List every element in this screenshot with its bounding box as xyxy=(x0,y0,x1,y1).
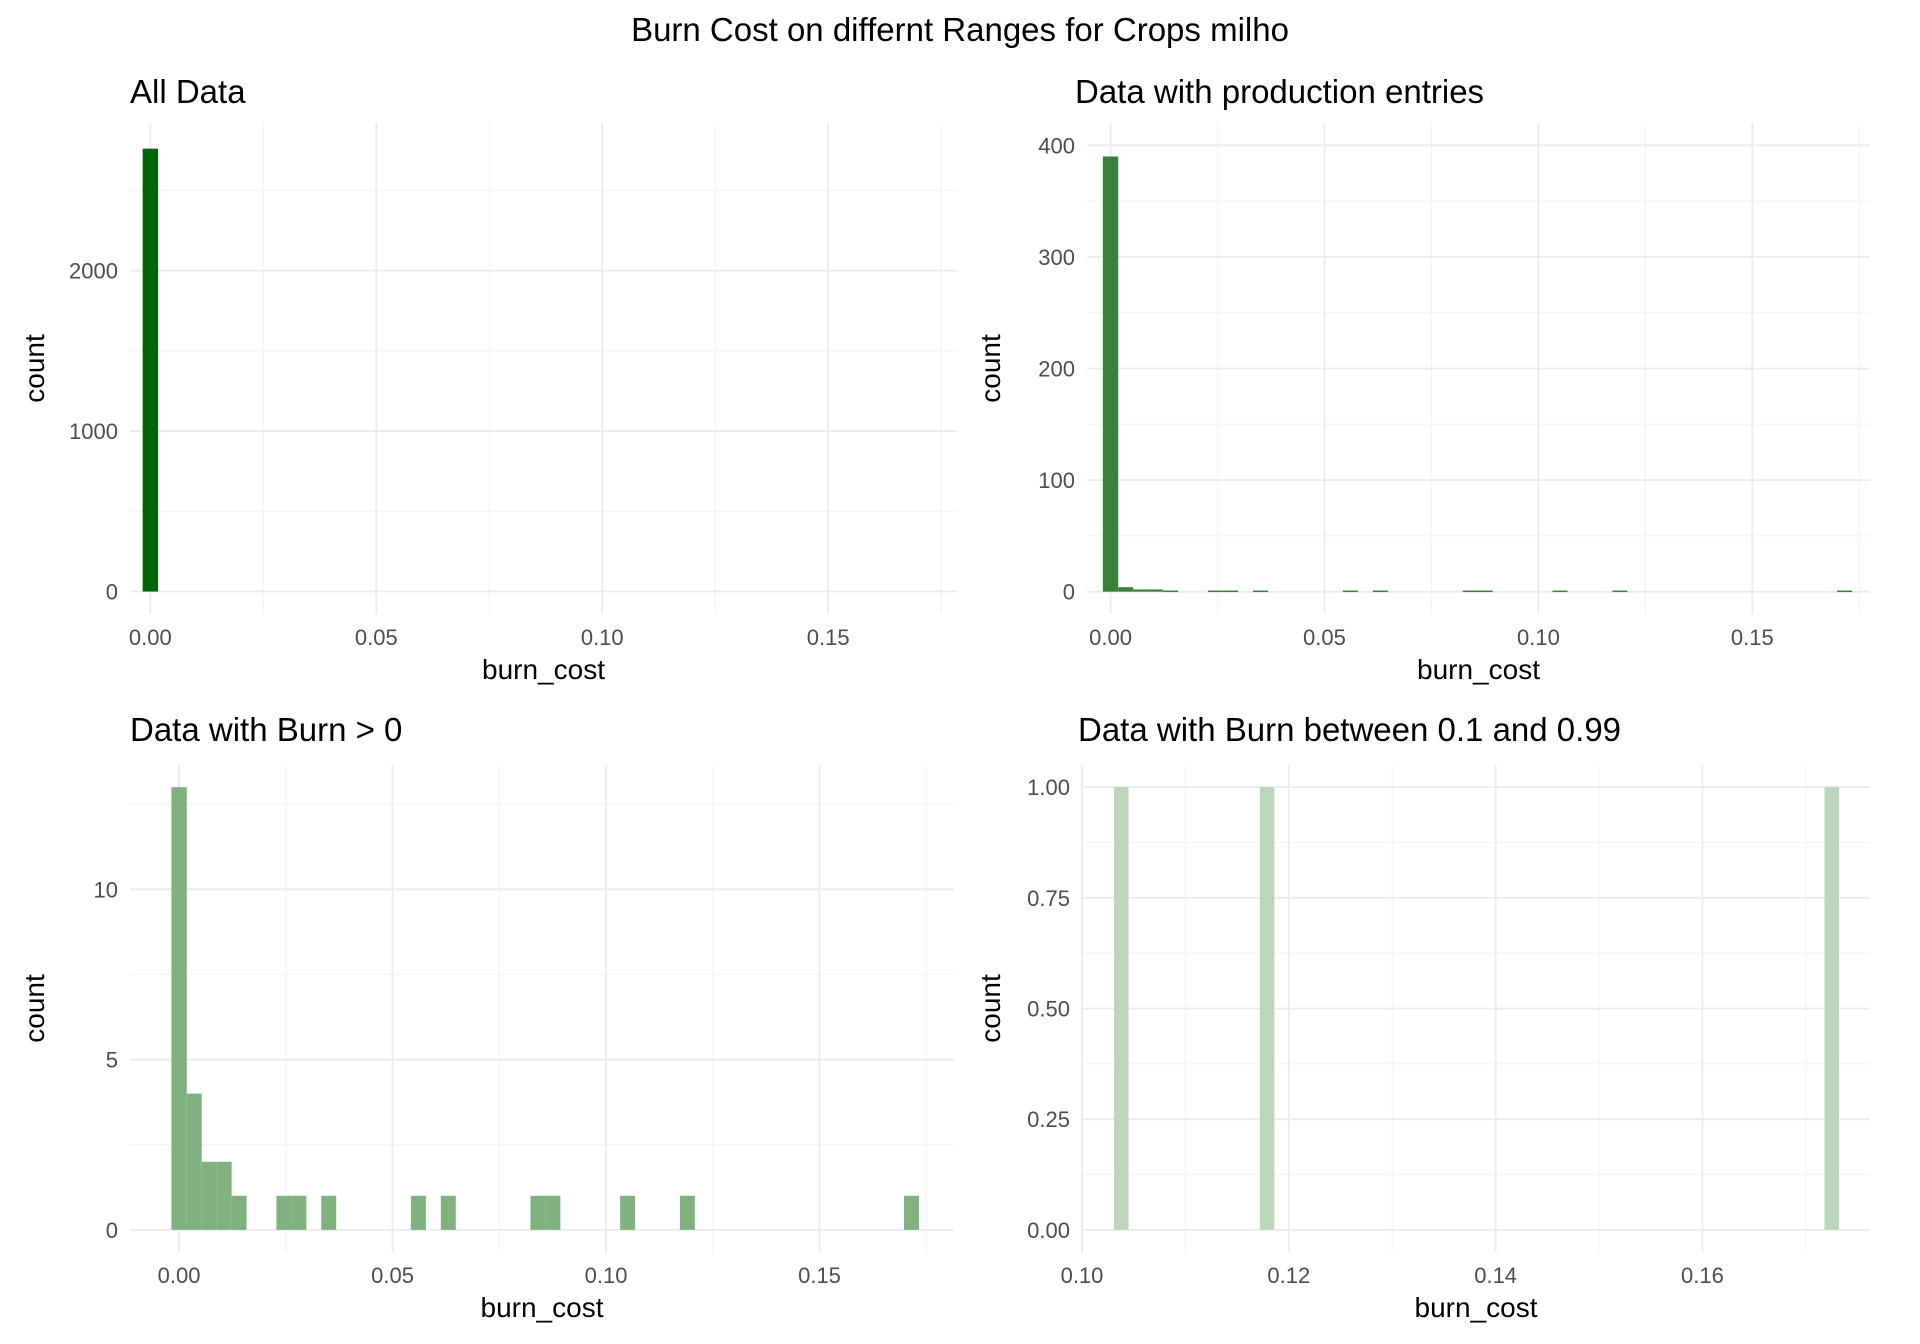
x-tick-label: 0.10 xyxy=(581,625,624,650)
y-axis-label: count xyxy=(975,334,1006,403)
histogram-bar xyxy=(1462,590,1478,593)
histogram-bar xyxy=(1133,589,1149,592)
x-axis-label: burn_cost xyxy=(481,1292,604,1323)
x-tick-label: 0.15 xyxy=(807,625,850,650)
histogram-bar xyxy=(1477,590,1493,593)
histogram-bar xyxy=(1837,590,1853,593)
chart-panel-1: 0.00 0.05 0.10 0.15 0 1000 2000 All Data burn_co… xyxy=(19,73,957,685)
y-tick-label: 300 xyxy=(1038,245,1075,270)
histogram-bar xyxy=(440,1195,456,1230)
histogram-bar xyxy=(1612,590,1628,593)
y-tick-label: 10 xyxy=(94,877,118,902)
y-tick-label: 1000 xyxy=(69,419,118,444)
figure-title: Burn Cost on differnt Ranges for Crops m… xyxy=(631,11,1289,48)
histogram-bar xyxy=(1223,590,1239,593)
histogram-bar xyxy=(530,1195,546,1230)
histogram-bar xyxy=(620,1195,636,1230)
y-tick-label: 0 xyxy=(106,1218,118,1243)
x-tick-label: 0.00 xyxy=(1089,625,1132,650)
x-tick-label: 0.16 xyxy=(1681,1263,1724,1288)
x-tick-label: 0.00 xyxy=(158,1263,201,1288)
histogram-bar xyxy=(1163,590,1179,593)
histogram-bar xyxy=(321,1195,337,1230)
histogram-bar xyxy=(904,1195,919,1230)
panel-title: Data with production entries xyxy=(1075,73,1484,110)
histogram-bar xyxy=(201,1161,217,1230)
y-tick-label: 5 xyxy=(106,1048,118,1073)
y-axis-label: count xyxy=(975,974,1006,1043)
y-tick-label: 200 xyxy=(1038,357,1075,382)
histogram-bar xyxy=(276,1195,292,1230)
x-tick-label: 0.10 xyxy=(1061,1263,1104,1288)
panel-title: Data with Burn > 0 xyxy=(130,711,402,748)
histogram-bar xyxy=(1148,589,1164,592)
y-tick-label: 1.00 xyxy=(1027,775,1070,800)
y-tick-label: 0 xyxy=(1063,580,1075,605)
histogram-bar xyxy=(1259,787,1275,1230)
x-tick-label: 0.05 xyxy=(355,625,398,650)
histogram-bar xyxy=(231,1195,247,1230)
y-axis-label: count xyxy=(19,334,50,403)
histogram-bar xyxy=(1372,590,1388,593)
x-axis-label: burn_cost xyxy=(1417,654,1540,685)
y-tick-label: 400 xyxy=(1038,133,1075,158)
histogram-bar xyxy=(1342,590,1358,593)
chart-panel-4: 0.10 0.12 0.14 0.16 0.00 0.25 0.50 0.75 1.00 Data… xyxy=(975,711,1870,1323)
histogram-bar xyxy=(1102,156,1119,592)
histogram-bar xyxy=(171,787,187,1230)
histogram-bar xyxy=(1208,590,1224,593)
histogram-bar xyxy=(1552,590,1568,593)
x-tick-label: 0.00 xyxy=(129,625,172,650)
x-axis-label: burn_cost xyxy=(482,654,605,685)
x-tick-label: 0.05 xyxy=(371,1263,414,1288)
histogram-bar xyxy=(1114,787,1129,1230)
histogram-bar xyxy=(1118,587,1134,592)
histogram-bar xyxy=(142,148,159,592)
x-tick-label: 0.15 xyxy=(1731,625,1774,650)
histogram-bar xyxy=(216,1161,232,1230)
y-axis-label: count xyxy=(19,974,50,1043)
histogram-bar xyxy=(545,1195,561,1230)
y-tick-label: 0.75 xyxy=(1027,886,1070,911)
y-tick-label: 0 xyxy=(106,580,118,605)
x-tick-label: 0.05 xyxy=(1303,625,1346,650)
histogram-bar xyxy=(186,1093,202,1230)
y-tick-label: 0.25 xyxy=(1027,1107,1070,1132)
x-tick-label: 0.12 xyxy=(1267,1263,1310,1288)
x-tick-label: 0.10 xyxy=(585,1263,628,1288)
x-tick-label: 0.10 xyxy=(1517,625,1560,650)
histogram-bar xyxy=(291,1195,307,1230)
y-tick-label: 0.00 xyxy=(1027,1218,1070,1243)
y-tick-label: 2000 xyxy=(69,259,118,284)
histogram-bar xyxy=(1253,590,1268,593)
histogram-bar xyxy=(679,1195,695,1230)
histogram-bar xyxy=(410,1195,426,1230)
x-axis-label: burn_cost xyxy=(1415,1292,1538,1323)
chart-panel-3: 0.00 0.05 0.10 0.15 0 5 10 Data with Burn > 0 bu… xyxy=(19,711,954,1323)
histogram-bar xyxy=(1824,787,1839,1230)
y-tick-label: 100 xyxy=(1038,468,1075,493)
y-tick-label: 0.50 xyxy=(1027,997,1070,1022)
panel-title: Data with Burn between 0.1 and 0.99 xyxy=(1078,711,1621,748)
x-tick-label: 0.14 xyxy=(1474,1263,1517,1288)
x-tick-label: 0.15 xyxy=(798,1263,841,1288)
panel-title: All Data xyxy=(130,73,246,110)
